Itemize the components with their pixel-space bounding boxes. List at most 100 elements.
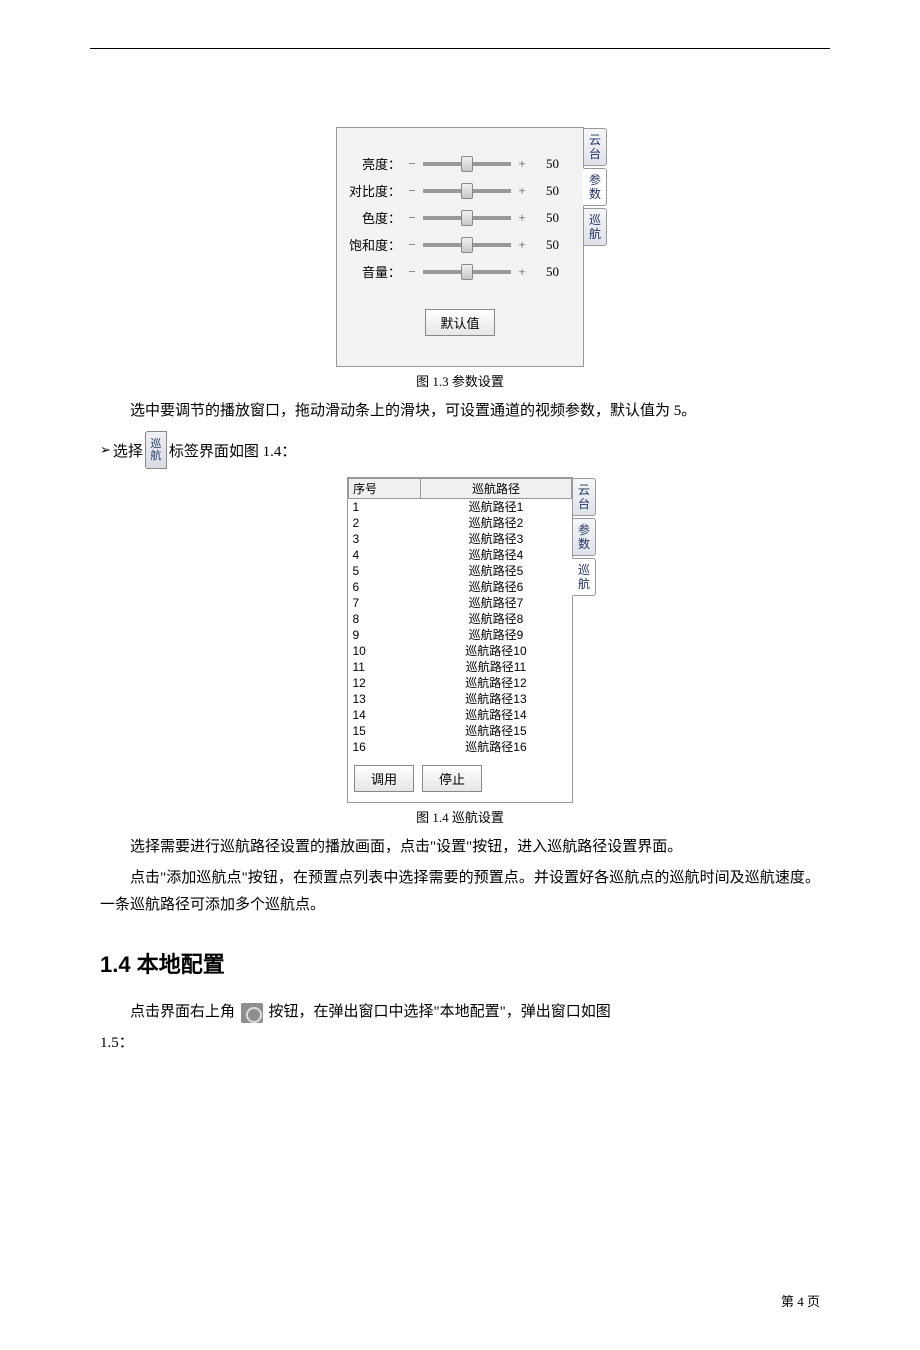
plus-button[interactable]: + — [515, 156, 529, 172]
slider-value: 50 — [535, 156, 559, 172]
table-cell: 巡航路径1 — [420, 499, 571, 516]
side-tab-1[interactable]: 参数 — [572, 518, 596, 556]
table-row[interactable]: 10巡航路径10 — [349, 643, 572, 659]
table-cell: 3 — [349, 531, 421, 547]
plus-button[interactable]: + — [515, 264, 529, 280]
slider-row-3: 饱和度：−+50 — [347, 235, 573, 254]
cruise-panel: 云台参数巡航 序号巡航路径 1巡航路径12巡航路径23巡航路径34巡航路径45巡… — [347, 477, 573, 803]
minus-button[interactable]: − — [405, 156, 419, 172]
side-tabs-14: 云台参数巡航 — [572, 478, 596, 598]
minus-button[interactable]: − — [405, 183, 419, 199]
invoke-button[interactable]: 调用 — [354, 765, 414, 792]
table-cell: 6 — [349, 579, 421, 595]
plus-button[interactable]: + — [515, 210, 529, 226]
param-panel: 云台参数巡航 亮度：−+50对比度：−+50色度：−+50饱和度：−+50音量：… — [336, 127, 584, 367]
table-cell: 11 — [349, 659, 421, 675]
table-row[interactable]: 8巡航路径8 — [349, 611, 572, 627]
table-cell: 1 — [349, 499, 421, 516]
table-cell: 16 — [349, 739, 421, 755]
paragraph-1: 选中要调节的播放窗口，拖动滑动条上的滑块，可设置通道的视频参数，默认值为 5。 — [100, 398, 820, 425]
side-tab-0[interactable]: 云台 — [583, 128, 607, 166]
table-header: 序号 — [349, 479, 421, 499]
table-row[interactable]: 15巡航路径15 — [349, 723, 572, 739]
table-row[interactable]: 12巡航路径12 — [349, 675, 572, 691]
slider-thumb[interactable] — [461, 237, 473, 253]
default-button[interactable]: 默认值 — [425, 309, 494, 336]
table-row[interactable]: 16巡航路径16 — [349, 739, 572, 755]
slider-label: 色度： — [347, 208, 401, 227]
slider-thumb[interactable] — [461, 156, 473, 172]
cruise-table: 序号巡航路径 1巡航路径12巡航路径23巡航路径34巡航路径45巡航路径56巡航… — [348, 478, 572, 755]
table-row[interactable]: 3巡航路径3 — [349, 531, 572, 547]
stop-button[interactable]: 停止 — [422, 765, 482, 792]
table-cell: 8 — [349, 611, 421, 627]
table-row[interactable]: 5巡航路径5 — [349, 563, 572, 579]
paragraph-4: 点击界面右上角 按钮，在弹出窗口中选择"本地配置"，弹出窗口如图 — [100, 999, 820, 1026]
table-row[interactable]: 7巡航路径7 — [349, 595, 572, 611]
table-row[interactable]: 14巡航路径14 — [349, 707, 572, 723]
table-row[interactable]: 9巡航路径9 — [349, 627, 572, 643]
table-cell: 巡航路径11 — [420, 659, 571, 675]
slider-label: 亮度： — [347, 154, 401, 173]
table-cell: 5 — [349, 563, 421, 579]
table-cell: 巡航路径4 — [420, 547, 571, 563]
cruise-table-body: 1巡航路径12巡航路径23巡航路径34巡航路径45巡航路径56巡航路径67巡航路… — [349, 499, 572, 756]
paragraph-3: 点击"添加巡航点"按钮，在预置点列表中选择需要的预置点。并设置好各巡航点的巡航时… — [100, 865, 820, 919]
side-tab-2[interactable]: 巡航 — [572, 558, 596, 596]
table-cell: 巡航路径6 — [420, 579, 571, 595]
slider-group: 亮度：−+50对比度：−+50色度：−+50饱和度：−+50音量：−+50 — [337, 128, 583, 299]
table-header: 巡航路径 — [420, 479, 571, 499]
slider-row-1: 对比度：− +50 — [347, 181, 573, 200]
slider-value: 50 — [535, 210, 559, 226]
slider-track[interactable] — [423, 243, 511, 247]
plus-button[interactable]: + — [515, 183, 529, 199]
paragraph-4-line2: 1.5： — [100, 1030, 820, 1057]
plus-button[interactable]: + — [515, 237, 529, 253]
table-row[interactable]: 13巡航路径13 — [349, 691, 572, 707]
minus-button[interactable]: − — [405, 210, 419, 226]
slider-track[interactable] — [423, 162, 511, 166]
slider-row-0: 亮度：− +50 — [347, 154, 573, 173]
slider-thumb[interactable] — [461, 264, 473, 280]
slider-row-2: 色度：− +50 — [347, 208, 573, 227]
table-cell: 巡航路径3 — [420, 531, 571, 547]
cruise-tab-chip: 巡航 — [145, 431, 167, 469]
slider-label: 对比度： — [347, 181, 401, 200]
slider-thumb[interactable] — [461, 183, 473, 199]
table-cell: 巡航路径8 — [420, 611, 571, 627]
table-cell: 7 — [349, 595, 421, 611]
table-row[interactable]: 2巡航路径2 — [349, 515, 572, 531]
settings-icon — [241, 1003, 263, 1023]
side-tabs-13: 云台参数巡航 — [583, 128, 607, 248]
table-cell: 巡航路径12 — [420, 675, 571, 691]
slider-value: 50 — [535, 183, 559, 199]
bullet-prefix: 选择 — [113, 440, 143, 461]
figure-1-3: 云台参数巡航 亮度：−+50对比度：−+50色度：−+50饱和度：−+50音量：… — [100, 127, 820, 390]
table-cell: 2 — [349, 515, 421, 531]
table-row[interactable]: 1巡航路径1 — [349, 499, 572, 516]
slider-value: 50 — [535, 264, 559, 280]
table-row[interactable]: 11巡航路径11 — [349, 659, 572, 675]
side-tab-2[interactable]: 巡航 — [583, 208, 607, 246]
table-cell: 4 — [349, 547, 421, 563]
para4-prefix: 点击界面右上角 — [130, 1004, 235, 1020]
side-tab-1[interactable]: 参数 — [583, 168, 607, 206]
table-row[interactable]: 4巡航路径4 — [349, 547, 572, 563]
bullet-suffix: 标签界面如图 1.4： — [169, 440, 297, 461]
slider-track[interactable] — [423, 216, 511, 220]
table-cell: 巡航路径15 — [420, 723, 571, 739]
slider-value: 50 — [535, 237, 559, 253]
slider-thumb[interactable] — [461, 210, 473, 226]
slider-track[interactable] — [423, 189, 511, 193]
side-tab-0[interactable]: 云台 — [572, 478, 596, 516]
table-cell: 巡航路径7 — [420, 595, 571, 611]
minus-button[interactable]: − — [405, 237, 419, 253]
table-cell: 巡航路径2 — [420, 515, 571, 531]
page-footer: 第 4 页 — [781, 1291, 820, 1310]
page-content: 云台参数巡航 亮度：−+50对比度：−+50色度：−+50饱和度：−+50音量：… — [90, 48, 830, 1101]
table-row[interactable]: 6巡航路径6 — [349, 579, 572, 595]
minus-button[interactable]: − — [405, 264, 419, 280]
slider-label: 音量： — [347, 262, 401, 281]
table-cell: 9 — [349, 627, 421, 643]
slider-track[interactable] — [423, 270, 511, 274]
